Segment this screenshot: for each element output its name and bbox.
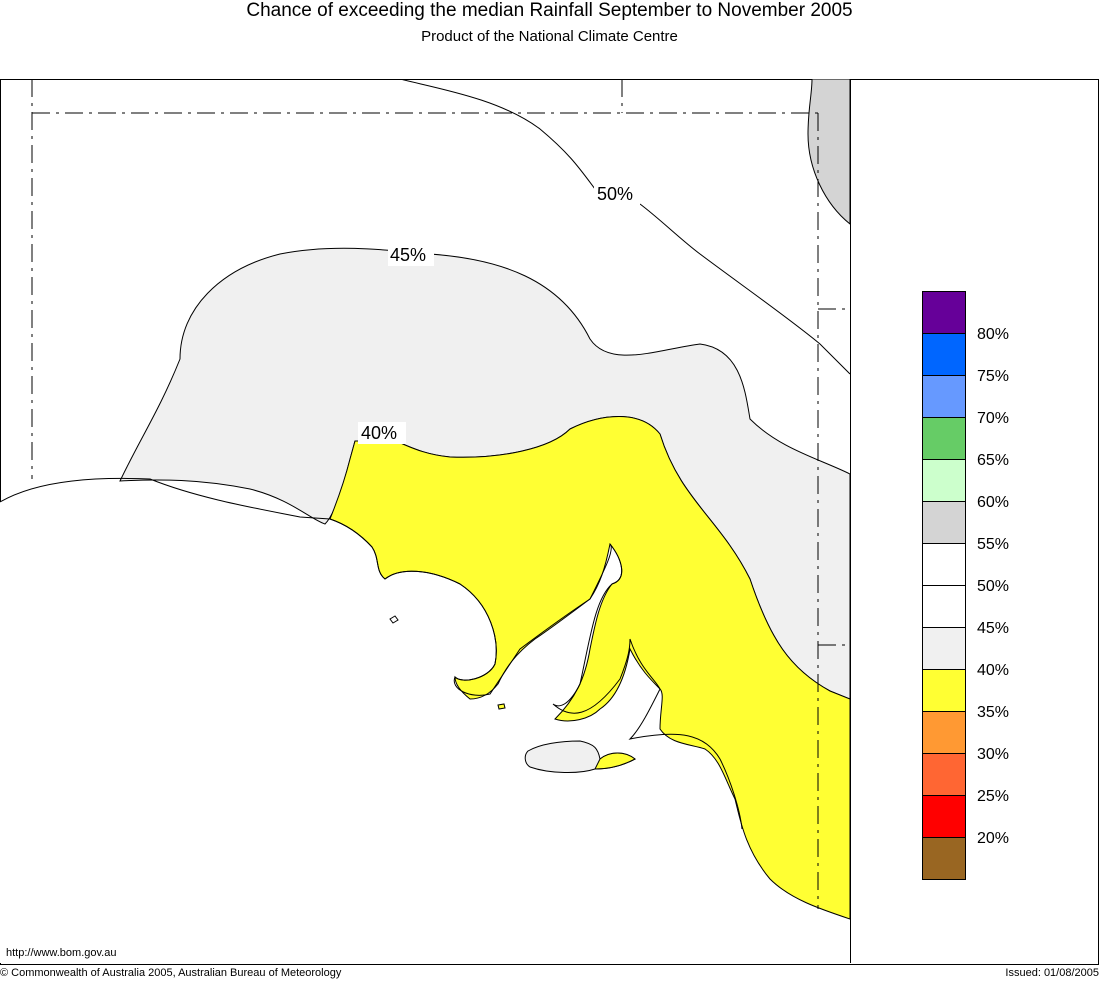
contour-label-45: 45% [390,245,426,265]
legend-swatch: 35% [922,669,1009,721]
legend-divider [850,79,851,963]
contour-label-bg-45 [388,244,434,266]
legend-label: 35% [977,704,1010,721]
contour-label-bg-50 [594,183,640,205]
legend-label: 50% [977,578,1010,595]
legend: 80% 75% 70% 65% 60% 55% 50% 45% 40% 35% 30% 25% 20% [922,291,1009,880]
legend-swatch: 75% [922,333,1009,385]
legend-label: 25% [977,788,1010,805]
legend-swatch: 20% [922,795,1009,847]
legend-swatch: 45% [922,585,1009,637]
contour-label-bg-40 [358,422,406,444]
state-borders [31,79,850,909]
legend-swatch: 30% [922,711,1009,763]
legend-label: 70% [977,410,1010,427]
legend-label: 20% [977,830,1010,847]
spencer-gulf-coast [552,543,743,830]
legend-swatch: 80% [922,291,1009,343]
contour-label-40: 40% [361,423,397,443]
small-island [389,615,399,624]
legend-label: 55% [977,536,1010,553]
copyright-notice: © Commonwealth of Australia 2005, Austra… [0,967,342,979]
chart-title: Chance of exceeding the median Rainfall … [246,0,853,21]
coastline [0,477,612,696]
land-mass [0,478,850,963]
legend-label: 60% [977,494,1010,511]
zone-55-percent [807,79,850,225]
contour-50-percent [399,79,850,375]
legend-label: 80% [977,326,1010,343]
source-url: http://www.bom.gov.au [6,947,117,959]
rainfall-map: 50% 45% 40% [0,79,850,963]
legend-swatch: 25% [922,753,1009,805]
kangaroo-island-east [594,752,636,770]
issued-date: Issued: 01/08/2005 [1005,967,1099,979]
legend-swatch: 60% [922,459,1009,511]
legend-label: 65% [977,452,1010,469]
contour-label-50: 50% [597,184,633,204]
legend-label: 45% [977,620,1010,637]
chart-subtitle: Product of the National Climate Centre [421,28,678,45]
legend-label: 30% [977,746,1010,763]
legend-label: 40% [977,662,1010,679]
small-island [497,703,506,710]
legend-swatch: 50% [922,543,1009,595]
legend-label: 75% [977,368,1010,385]
legend-swatch: 65% [922,417,1009,469]
legend-swatch: 55% [922,501,1009,553]
legend-swatch: 70% [922,375,1009,427]
legend-swatch: 40% [922,627,1009,679]
legend-swatch [922,837,966,880]
